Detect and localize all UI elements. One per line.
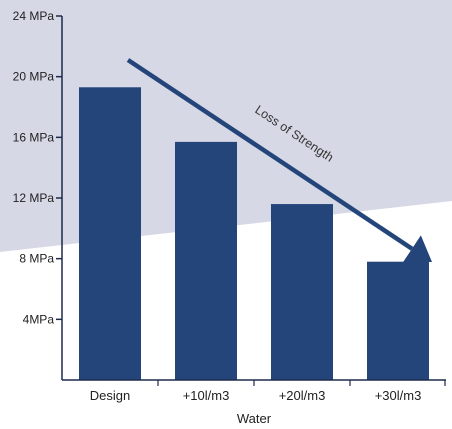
bar-group: [79, 87, 429, 381]
category-label: Design: [90, 388, 130, 403]
bar: [79, 87, 141, 381]
y-tick-label: 4MPa: [23, 312, 55, 326]
category-label: +10l/m3: [183, 388, 230, 403]
y-tick-label: 24 MPa: [13, 9, 55, 23]
bar: [175, 141, 237, 380]
category-label: +20l/m3: [279, 388, 326, 403]
bar: [367, 261, 429, 380]
y-tick-label: 8 MPa: [19, 252, 54, 266]
annotation-arrow-shaft: [126, 58, 414, 251]
x-axis-ticks: Design +10l/m3 +20l/m3 +30l/m3: [90, 380, 446, 403]
y-tick-label: 12 MPa: [13, 191, 55, 205]
bar: [271, 204, 333, 380]
x-axis-title: Water: [237, 411, 272, 426]
category-label: +30l/m3: [375, 388, 422, 403]
annotation-arrowhead: [403, 235, 432, 263]
y-tick-label: 20 MPa: [13, 70, 55, 84]
y-axis-ticks: 4MPa 8 MPa 12 MPa 16 MPa 20 MPa 24 MPa: [13, 9, 62, 326]
y-tick-label: 16 MPa: [13, 130, 55, 144]
